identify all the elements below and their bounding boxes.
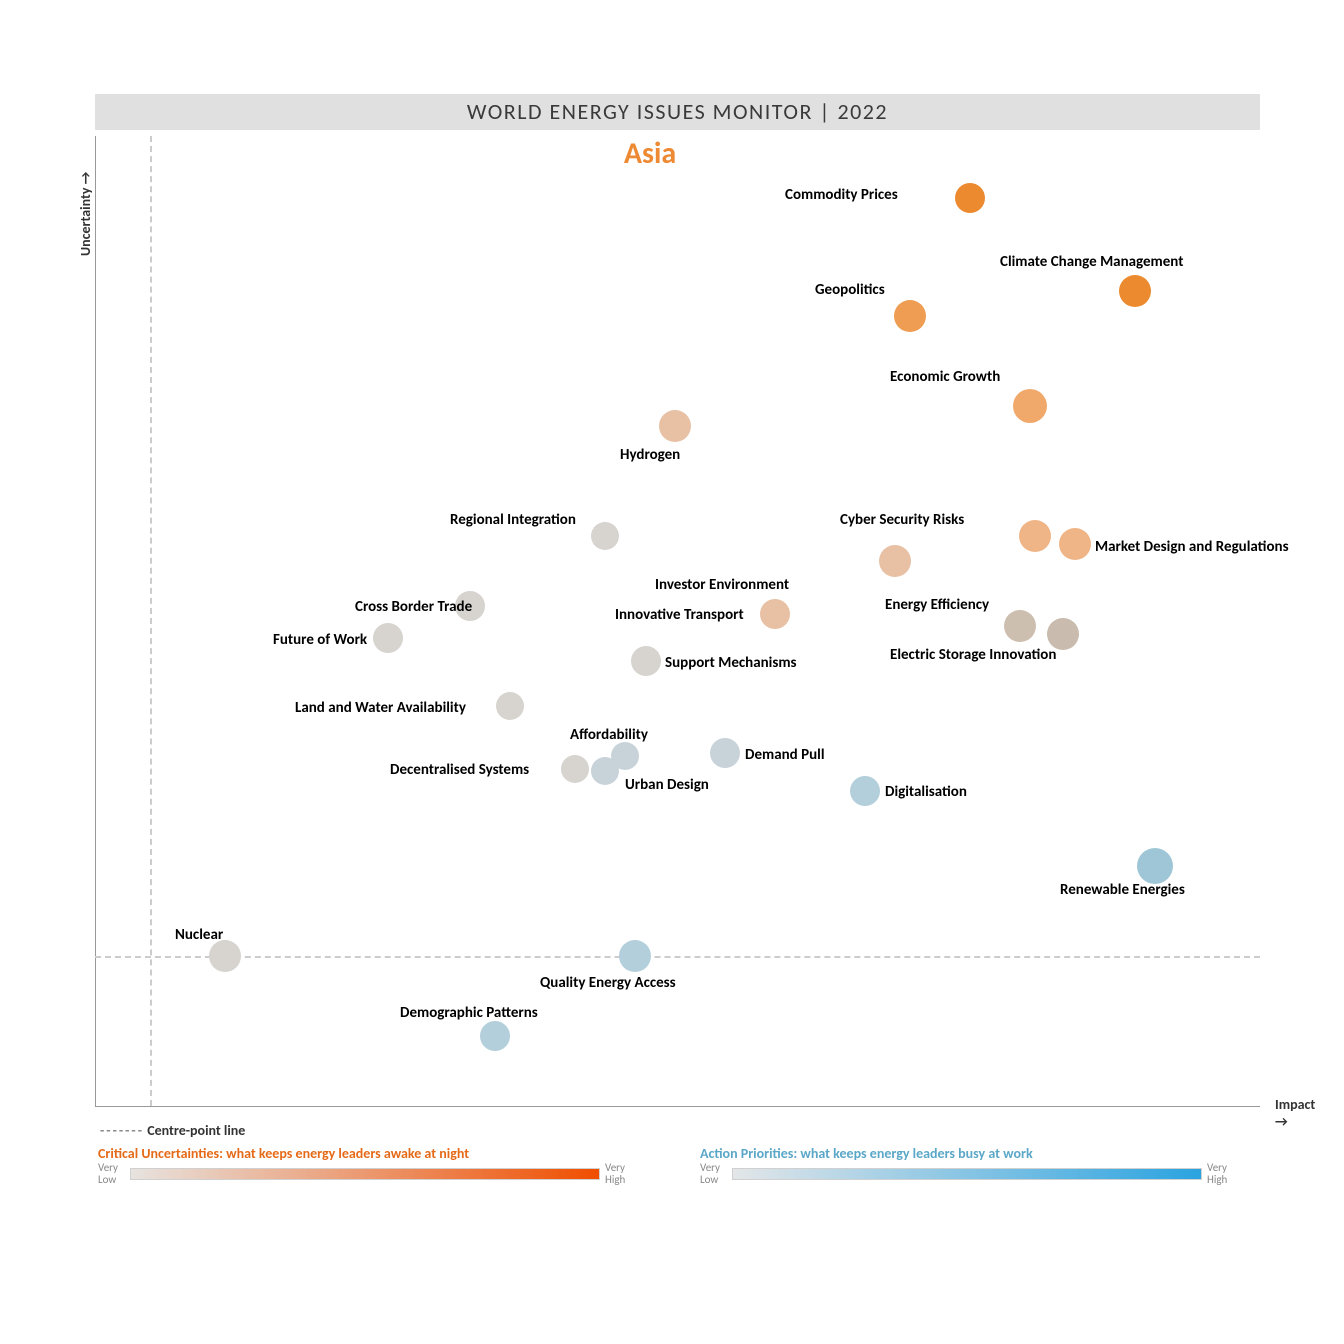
x-axis-line (95, 1106, 1260, 1107)
bubble-label: Market Design and Regulations (1095, 538, 1289, 556)
bubble (496, 692, 524, 720)
scatter-plot: Commodity Prices Climate Change Managemen… (95, 136, 1260, 1106)
bubble-label: Cross Border Trade (355, 598, 472, 616)
bubble (760, 599, 790, 629)
legend-centre-text: Centre-point line (147, 1122, 245, 1139)
bubble-label: Cyber Security Risks (840, 511, 964, 529)
bubble (373, 623, 403, 653)
bubble-label: Energy Efficiency (885, 596, 989, 614)
y-axis-label: Uncertainty → (77, 172, 94, 256)
bubble (955, 183, 985, 213)
legend-action-low: Very Low (700, 1162, 720, 1185)
bubble (480, 1021, 510, 1051)
legend-critical-title: Critical Uncertainties: what keeps energ… (98, 1145, 469, 1162)
x-axis-label: Impact → (1275, 1096, 1315, 1130)
bubble (619, 940, 651, 972)
bubble-label: Electric Storage Innovation (890, 646, 1056, 664)
bubble (1059, 528, 1091, 560)
bubble-label: Hydrogen (620, 446, 680, 464)
legend-action-title: Action Priorities: what keeps energy lea… (700, 1145, 1033, 1162)
bubble-label: Support Mechanisms (665, 654, 797, 672)
bubble (591, 757, 619, 785)
bubble (631, 646, 661, 676)
bubble-label: Renewable Energies (1060, 881, 1185, 899)
bubble-label: Investor Environment (655, 576, 789, 594)
bubble (591, 522, 619, 550)
bubble (659, 410, 691, 442)
bubble (879, 545, 911, 577)
bubble-label: Geopolitics (815, 281, 885, 299)
centre-line-vertical (150, 136, 152, 1106)
legend-action-gradient (732, 1168, 1202, 1180)
bubble-label: Demographic Patterns (400, 1004, 538, 1022)
bubble-label: Quality Energy Access (540, 974, 676, 992)
legend-critical-gradient (130, 1168, 600, 1180)
bubble-label: Demand Pull (745, 746, 825, 764)
bubble (561, 755, 589, 783)
bubble-label: Innovative Transport (615, 606, 744, 624)
header-title: WORLD ENERGY ISSUES MONITOR | 2022 (467, 98, 888, 125)
legend-critical-low: Very Low (98, 1162, 118, 1185)
bubble-label: Regional Integration (450, 511, 576, 529)
bubble-label: Economic Growth (890, 368, 1000, 386)
bubble-label: Digitalisation (885, 783, 967, 801)
centre-line-horizontal (95, 956, 1260, 958)
bubble-label: Affordability (570, 726, 648, 744)
legend-action-high: Very High (1207, 1162, 1227, 1185)
bubble-label: Commodity Prices (785, 186, 898, 204)
header-bar: WORLD ENERGY ISSUES MONITOR | 2022 (95, 94, 1260, 130)
bubble (1019, 520, 1051, 552)
bubble (850, 776, 880, 806)
bubble (1004, 610, 1036, 642)
bubble (209, 940, 241, 972)
bubble-label: Nuclear (175, 926, 223, 944)
bubble (1119, 275, 1151, 307)
bubble-label: Future of Work (273, 631, 367, 649)
bubble-label: Climate Change Management (1000, 253, 1183, 271)
bubble (894, 300, 926, 332)
legend-critical-high: Very High (605, 1162, 625, 1185)
bubble (1137, 848, 1173, 884)
bubble (710, 738, 740, 768)
legend-centre-line: ------- Centre-point line (100, 1122, 245, 1139)
bubble-label: Urban Design (625, 776, 709, 794)
bubble-label: Decentralised Systems (390, 761, 529, 779)
bubble-label: Land and Water Availability (295, 699, 466, 717)
bubble (1013, 389, 1047, 423)
y-axis-line (95, 136, 96, 1106)
legend-dash-icon: ------- (100, 1122, 144, 1139)
